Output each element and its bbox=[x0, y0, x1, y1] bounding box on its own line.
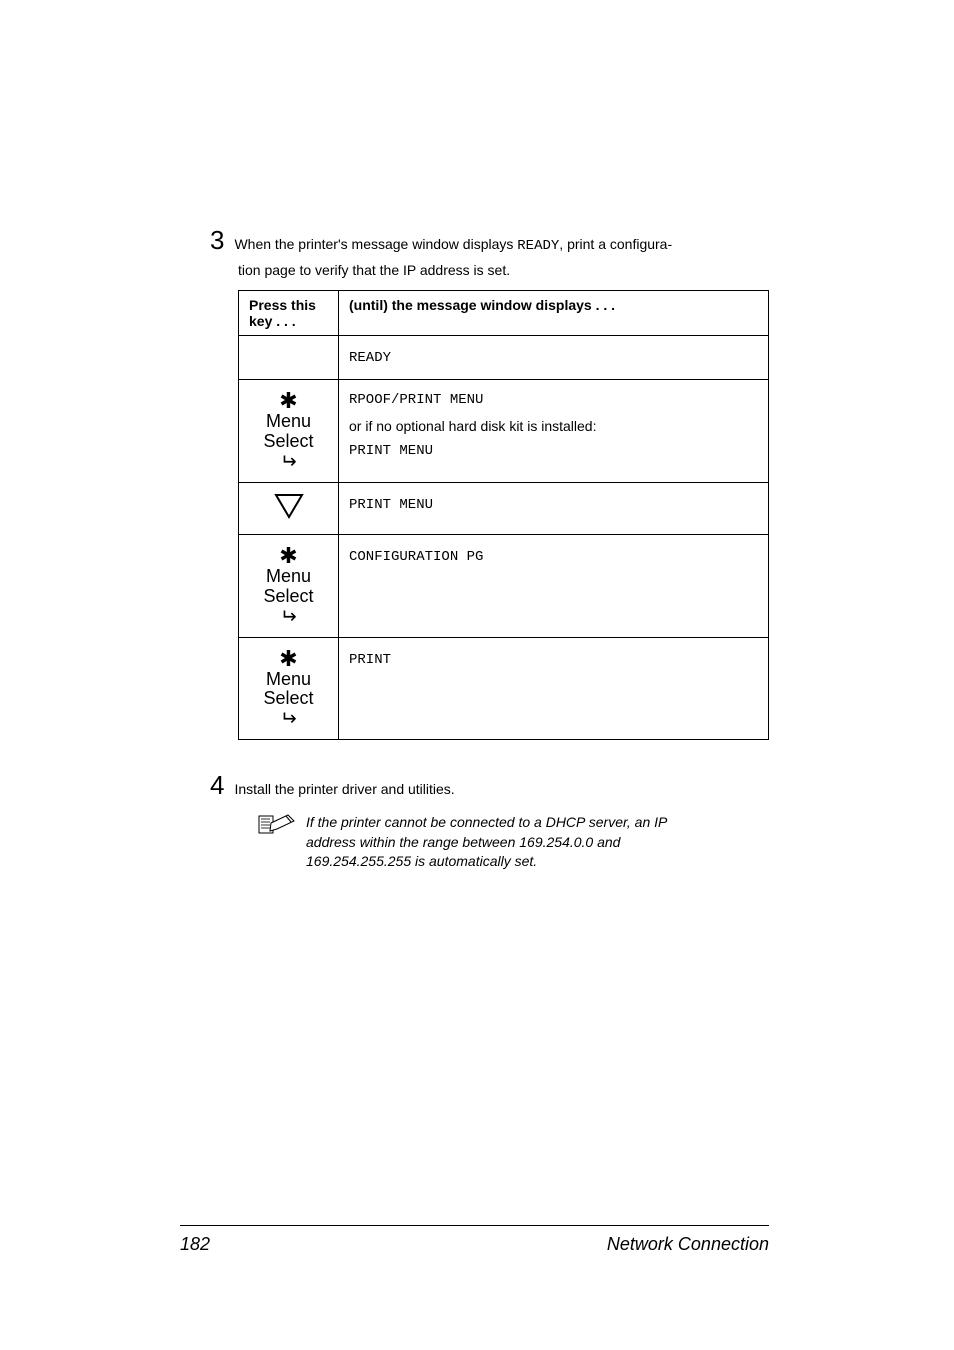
step-4-number: 4 bbox=[210, 770, 224, 801]
key-table-container: Press this key . . . (until) the message… bbox=[238, 290, 769, 740]
step-3: 3 When the printer's message window disp… bbox=[210, 225, 769, 257]
table-row: ✱ Menu Select ↵ CONFIGURATION PG bbox=[239, 534, 769, 637]
table-row: ✱ Menu Select ↵ PRINT bbox=[239, 637, 769, 740]
table-header-row: Press this key . . . (until) the message… bbox=[239, 291, 769, 336]
enter-arrow-icon: ↵ bbox=[280, 607, 297, 627]
step-4-text: Install the printer driver and utilities… bbox=[234, 772, 454, 800]
key-cell-menu-select: ✱ Menu Select ↵ bbox=[239, 380, 339, 483]
menu-select-graphic: ✱ Menu Select ↵ bbox=[244, 648, 333, 730]
page-content: 3 When the printer's message window disp… bbox=[0, 0, 954, 872]
down-triangle-icon bbox=[274, 493, 304, 519]
msg-cell: PRINT bbox=[339, 637, 769, 740]
menu-select-graphic: ✱ Menu Select ↵ bbox=[244, 545, 333, 627]
enter-arrow-icon: ↵ bbox=[280, 452, 297, 472]
key-cell-menu-select: ✱ Menu Select ↵ bbox=[239, 637, 339, 740]
page-number: 182 bbox=[180, 1234, 210, 1255]
enter-arrow-icon: ↵ bbox=[280, 709, 297, 729]
key-cell-menu-select: ✱ Menu Select ↵ bbox=[239, 534, 339, 637]
key-table: Press this key . . . (until) the message… bbox=[238, 290, 769, 740]
step-3-number: 3 bbox=[210, 225, 224, 256]
note-text: If the printer cannot be connected to a … bbox=[306, 813, 667, 872]
msg-cell: READY bbox=[339, 336, 769, 380]
star-icon: ✱ bbox=[279, 545, 297, 567]
menu-select-graphic: ✱ Menu Select ↵ bbox=[244, 390, 333, 472]
note-block: If the printer cannot be connected to a … bbox=[258, 813, 769, 872]
header-key: Press this key . . . bbox=[239, 291, 339, 336]
step-3-text: When the printer's message window displa… bbox=[234, 227, 672, 257]
msg-cell: CONFIGURATION PG bbox=[339, 534, 769, 637]
header-msg: (until) the message window displays . . … bbox=[339, 291, 769, 336]
star-icon: ✱ bbox=[279, 390, 297, 412]
step-4: 4 Install the printer driver and utiliti… bbox=[210, 770, 769, 801]
step-3-continuation: tion page to verify that the IP address … bbox=[238, 261, 769, 281]
note-icon bbox=[258, 813, 296, 835]
page-footer: 182 Network Connection bbox=[180, 1225, 769, 1255]
key-cell-empty bbox=[239, 336, 339, 380]
table-row: PRINT MENU bbox=[239, 482, 769, 534]
footer-title: Network Connection bbox=[607, 1234, 769, 1255]
table-row: READY bbox=[239, 336, 769, 380]
msg-cell: RPOOF/PRINT MENU or if no optional hard … bbox=[339, 380, 769, 483]
key-cell-down bbox=[239, 482, 339, 534]
msg-cell: PRINT MENU bbox=[339, 482, 769, 534]
table-row: ✱ Menu Select ↵ RPOOF/PRINT MENU or if n… bbox=[239, 380, 769, 483]
star-icon: ✱ bbox=[279, 648, 297, 670]
